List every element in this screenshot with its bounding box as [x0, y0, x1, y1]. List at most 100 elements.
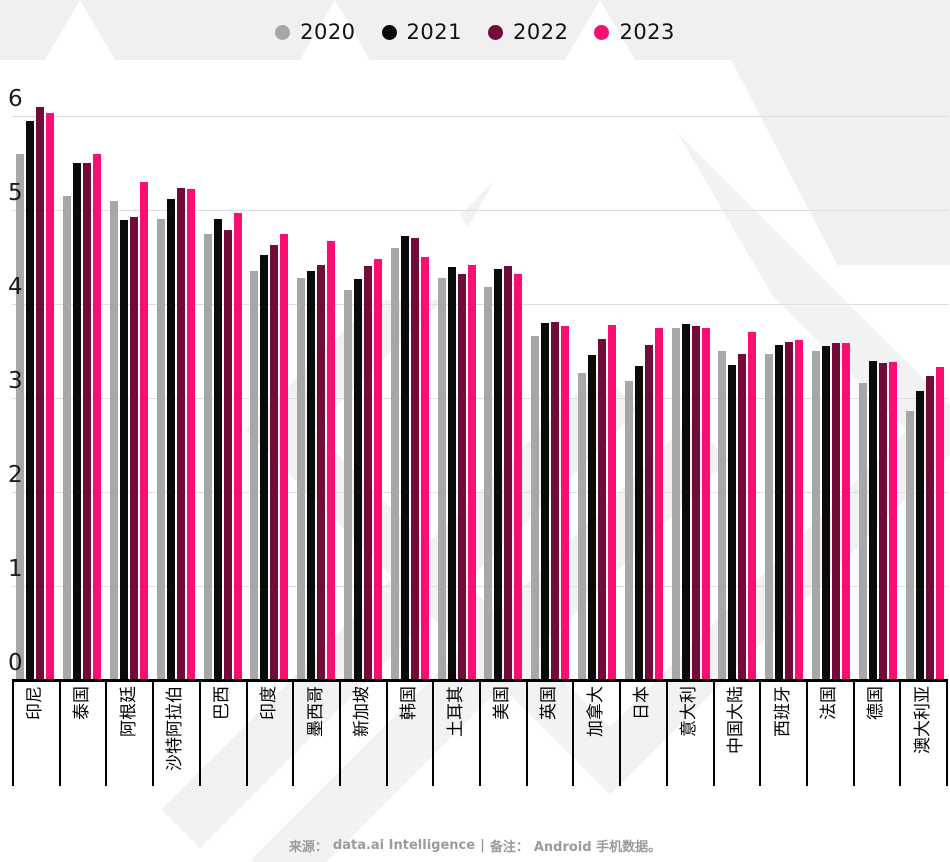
bar-2020-意大利: [671, 328, 680, 680]
x-axis-category-英国: 英国: [525, 682, 573, 786]
bar-2020-印度: [250, 271, 259, 680]
bar-group-土耳其: [433, 264, 480, 680]
x-axis-category-加拿大: 加拿大: [572, 682, 619, 786]
bar-2023-印尼: [46, 113, 55, 680]
legend-label-2021: 2021: [406, 20, 462, 44]
x-axis-category-意大利: 意大利: [665, 682, 713, 786]
bar-2022-沙特阿拉伯: [176, 188, 185, 680]
bar-2021-法国: [821, 346, 830, 680]
bar-2021-土耳其: [447, 267, 456, 680]
y-axis-label-4: 4: [8, 274, 23, 300]
bar-2022-泰国: [83, 163, 92, 680]
x-axis-label: 印尼: [25, 686, 46, 720]
bar-2021-印尼: [26, 120, 35, 680]
bar-2020-法国: [811, 351, 820, 680]
bar-2020-德国: [858, 383, 867, 680]
bar-2021-阿根廷: [119, 220, 128, 680]
x-axis-label: 美国: [492, 686, 513, 720]
legend-swatch-2021: [381, 24, 397, 40]
bar-2020-新加坡: [343, 289, 352, 680]
x-axis-label: 土耳其: [445, 686, 466, 737]
bar-group-墨西哥: [293, 241, 340, 680]
bar-group-澳大利亚: [901, 367, 948, 680]
bar-2020-美国: [484, 287, 493, 680]
bar-2021-中国大陆: [728, 365, 737, 680]
x-axis-label: 沙特阿拉伯: [165, 686, 186, 771]
legend-item-2022: 2022: [488, 20, 568, 44]
x-axis-label: 德国: [866, 686, 886, 720]
bar-2022-印尼: [36, 106, 45, 680]
x-axis-category-土耳其: 土耳其: [432, 682, 479, 786]
bar-2023-新加坡: [373, 258, 382, 680]
x-axis-label: 巴西: [212, 686, 233, 720]
bar-2023-西班牙: [795, 339, 804, 680]
bar-2021-澳大利亚: [915, 391, 924, 680]
bar-2023-土耳其: [467, 264, 476, 680]
legend-swatch-2022: [488, 24, 503, 40]
x-axis-label: 英国: [539, 686, 560, 720]
bar-2022-加拿大: [597, 338, 606, 680]
bar-2021-泰国: [73, 163, 82, 680]
bar-2020-巴西: [203, 233, 212, 680]
x-axis-category-西班牙: 西班牙: [759, 682, 806, 786]
bar-2022-阿根廷: [129, 216, 138, 680]
bar-group-中国大陆: [714, 332, 761, 680]
bar-2021-英国: [541, 322, 550, 680]
gridline-3: [12, 397, 948, 399]
x-axis-category-沙特阿拉伯: 沙特阿拉伯: [152, 682, 199, 786]
bar-2021-德国: [868, 361, 877, 680]
bar-group-英国: [527, 321, 574, 680]
x-axis-category-巴西: 巴西: [198, 682, 246, 786]
x-axis-label: 法国: [819, 686, 840, 720]
legend-item-2020: 2020: [275, 20, 355, 44]
bar-2020-土耳其: [437, 277, 446, 680]
bar-2021-西班牙: [775, 345, 784, 680]
x-axis-categories: 印尼 泰国 阿根廷 沙特阿拉伯 巴西 印度 墨西哥 新加坡 韩国 土耳其 美国 英国 加拿大 日本 意大利 中…: [12, 682, 949, 786]
x-axis-category-阿根廷: 阿根廷: [105, 682, 152, 786]
bar-2020-西班牙: [765, 353, 774, 680]
note-label: 备注：: [489, 840, 529, 855]
bar-2022-法国: [831, 342, 840, 680]
note-value: Android 手机数据。: [533, 840, 662, 855]
chart-legend: 2020 2021 2022 2023: [0, 18, 950, 46]
legend-item-2023: 2023: [594, 20, 674, 44]
bar-group-印度: [246, 234, 293, 680]
bar-2021-印度: [260, 255, 269, 680]
bar-group-西班牙: [761, 339, 808, 680]
bar-2021-韩国: [400, 236, 409, 680]
bar-2023-巴西: [233, 212, 242, 680]
x-axis-category-泰国: 泰国: [58, 682, 106, 786]
bar-2021-新加坡: [353, 278, 362, 680]
bar-2023-中国大陆: [748, 332, 757, 680]
bar-2022-澳大利亚: [925, 376, 934, 680]
bar-2023-德国: [888, 362, 897, 680]
x-axis-label: 澳大利亚: [912, 686, 933, 754]
x-axis-label: 墨西哥: [305, 686, 326, 737]
x-axis-category-印度: 印度: [245, 682, 293, 786]
y-axis-label-6: 6: [8, 86, 23, 112]
bar-2022-印度: [270, 244, 279, 680]
y-axis-label-0: 0: [8, 650, 23, 676]
bar-2021-美国: [494, 269, 503, 680]
bars-row: [12, 86, 948, 680]
bar-2021-巴西: [213, 219, 222, 680]
bar-group-德国: [854, 361, 901, 680]
gridline-4: [12, 303, 948, 305]
bar-2022-土耳其: [457, 273, 466, 680]
bar-2021-加拿大: [587, 354, 596, 680]
y-axis-label-1: 1: [8, 556, 23, 582]
gridline-6: [12, 115, 948, 117]
source-label: 来源：: [288, 840, 328, 855]
bar-2022-韩国: [410, 238, 419, 680]
bar-group-阿根廷: [106, 181, 153, 680]
x-axis-label: 印度: [258, 686, 279, 720]
x-axis-category-德国: 德国: [852, 682, 900, 786]
bar-2020-中国大陆: [718, 351, 727, 680]
x-axis-label: 西班牙: [772, 686, 793, 737]
gridline-2: [12, 491, 948, 493]
bar-2021-日本: [634, 366, 643, 680]
bar-2020-泰国: [63, 195, 72, 680]
x-axis-category-法国: 法国: [805, 682, 853, 786]
